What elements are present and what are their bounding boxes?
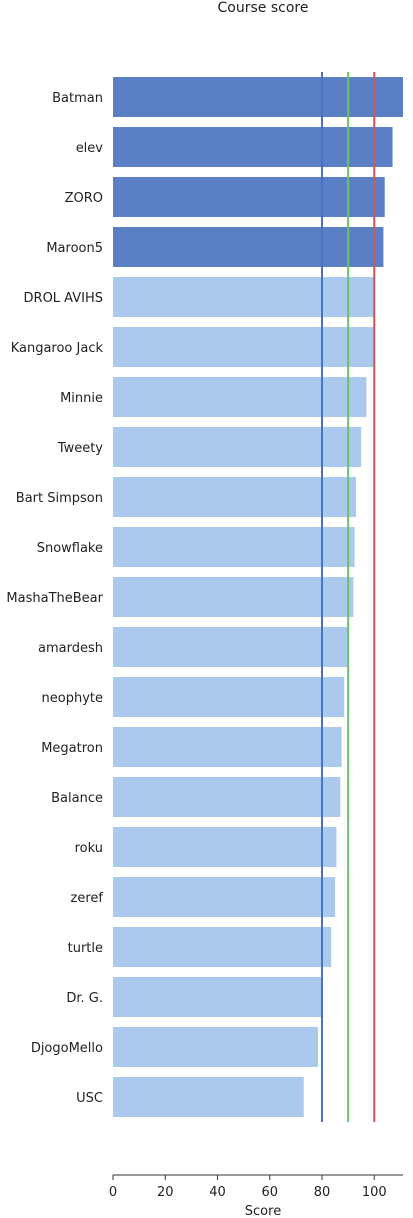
x-tick-label: 100 [362, 1185, 387, 1200]
bar-usc [113, 1077, 304, 1117]
bar-balance [113, 777, 341, 817]
bar-batman [113, 77, 403, 117]
bar-zeref [113, 877, 336, 917]
x-tick-label: 20 [157, 1185, 174, 1200]
chart-title: Course score [218, 0, 309, 16]
bar-megatron [113, 727, 342, 767]
bar-turtle [113, 927, 332, 967]
bar-zoro [113, 177, 385, 217]
y-tick-label: MashaTheBear [6, 591, 103, 606]
bar-djogomello [113, 1027, 319, 1067]
bar-roku [113, 827, 337, 867]
y-tick-label: Megatron [41, 741, 103, 756]
x-tick-label: 0 [109, 1185, 117, 1200]
bar-maroon5 [113, 227, 384, 267]
bar-neophyte [113, 677, 345, 717]
y-tick-label: amardesh [38, 641, 103, 656]
x-tick-group: 0 20 40 60 80 100 [109, 1175, 387, 1200]
bar-drol-avihs [113, 277, 375, 317]
bar-group [113, 77, 403, 1117]
y-tick-label: Batman [52, 91, 103, 106]
y-tick-label: Tweety [57, 441, 104, 456]
bar-snowflake [113, 527, 355, 567]
x-tick-label: 60 [261, 1185, 278, 1200]
y-tick-label: zeref [71, 891, 104, 906]
bar-tweety [113, 427, 362, 467]
y-tick-label: turtle [68, 941, 103, 956]
y-tick-label: Bart Simpson [16, 491, 103, 506]
x-axis-label: Score [245, 1204, 281, 1218]
y-tick-label: elev [76, 141, 104, 156]
x-tick-label: 80 [314, 1185, 331, 1200]
bar-dr-g [113, 977, 323, 1017]
y-tick-label: Snowflake [37, 541, 103, 556]
y-tick-label: Minnie [60, 391, 103, 406]
bar-amardesh [113, 627, 349, 667]
y-tick-label: Maroon5 [46, 241, 103, 256]
y-tick-label: roku [75, 841, 103, 856]
bar-kangaroo-jack [113, 327, 375, 367]
y-tick-label: DjogoMello [31, 1041, 103, 1056]
bar-minnie [113, 377, 367, 417]
y-tick-label: Balance [51, 791, 103, 806]
bar-mashathebear [113, 577, 354, 617]
bar-bart-simpson [113, 477, 356, 517]
x-tick-label: 40 [209, 1185, 226, 1200]
y-tick-label: Kangaroo Jack [11, 341, 104, 356]
y-tick-label: ZORO [65, 191, 103, 206]
bar-elev [113, 127, 393, 167]
y-tick-label: USC [76, 1091, 103, 1106]
reference-line-group [321, 72, 376, 1122]
y-tick-label: neophyte [42, 691, 103, 706]
y-tick-label: Dr. G. [66, 991, 103, 1006]
y-tick-label: DROL AVIHS [24, 291, 103, 306]
y-tick-label-group: Batman elev ZORO Maroon5 DROL AVIHS Kangaroo … [6, 91, 103, 1106]
